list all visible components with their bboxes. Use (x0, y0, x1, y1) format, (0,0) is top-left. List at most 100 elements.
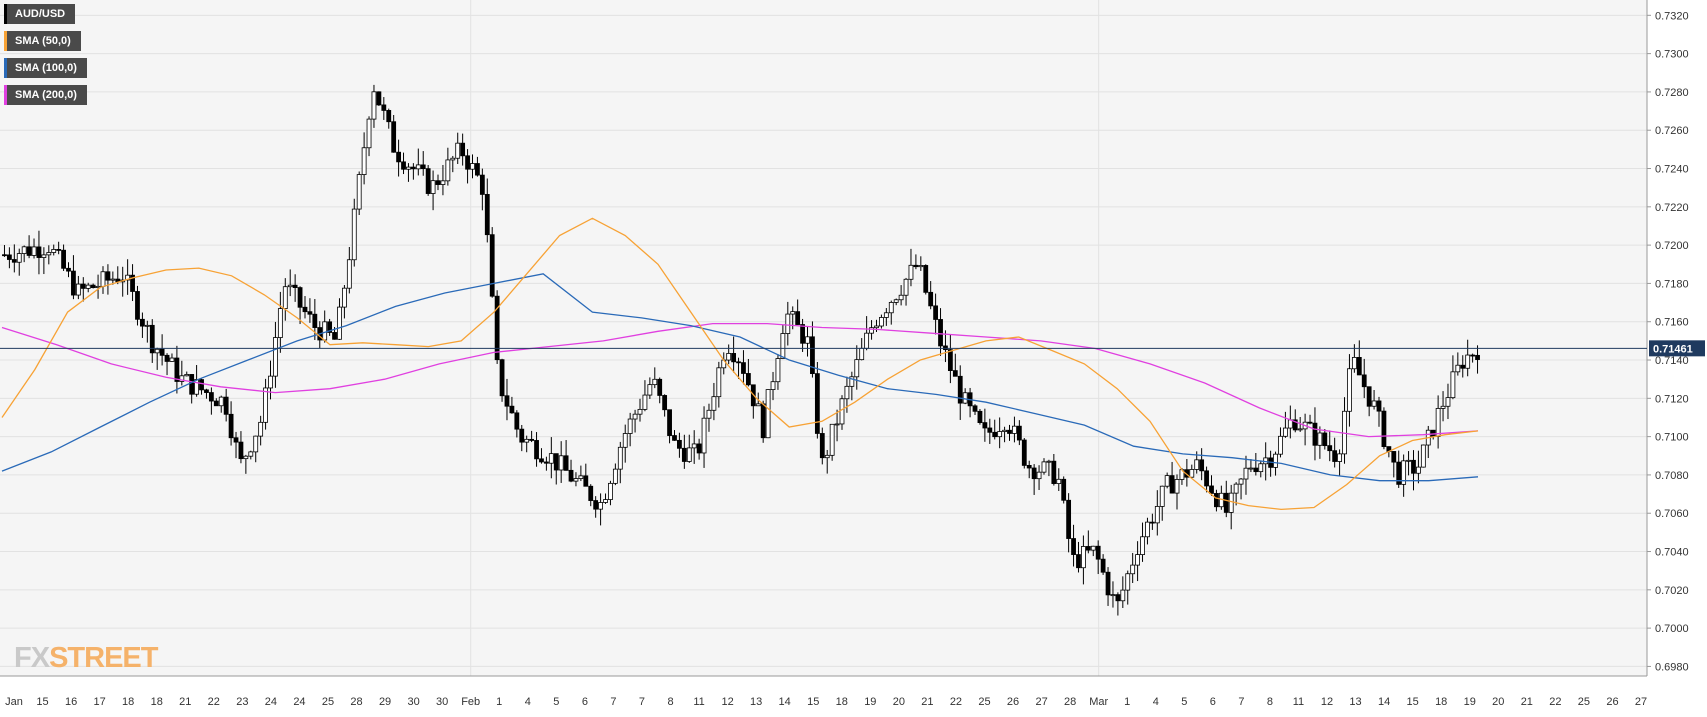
candle-body (1012, 425, 1017, 434)
candle-body (874, 325, 879, 329)
candle-body (1204, 470, 1209, 487)
x-tick-label: 16 (65, 696, 77, 708)
y-tick-label: 0.7020 (1655, 585, 1689, 597)
x-tick-label: 18 (1435, 696, 1447, 708)
candle-body (470, 163, 475, 170)
x-tick-label: 14 (1378, 696, 1390, 708)
candle-body (844, 385, 850, 400)
x-tick-label: 5 (1181, 696, 1187, 708)
candle-body (568, 469, 574, 482)
x-tick-label: 28 (1064, 696, 1076, 708)
candle-body (361, 147, 367, 175)
candle-body (1238, 478, 1244, 485)
candle-body (647, 384, 653, 396)
candle-body (258, 421, 264, 437)
candle-body (632, 413, 638, 420)
candle-body (356, 174, 362, 210)
candle-body (125, 274, 131, 281)
candle-body (514, 412, 520, 430)
legend-item-sma200[interactable]: SMA (200,0) (4, 85, 87, 105)
x-tick-label: 1 (496, 696, 502, 708)
sma100-line (1, 273, 1479, 482)
candle-body (302, 306, 308, 313)
y-tick-label: 0.6980 (1655, 661, 1689, 673)
legend-swatch-sma50 (4, 31, 7, 51)
x-tick-label: 15 (1407, 696, 1419, 708)
x-tick-label: 26 (1606, 696, 1618, 708)
y-tick-label: 0.7160 (1655, 317, 1689, 329)
candle-body (1455, 364, 1461, 373)
candle-body (913, 264, 919, 268)
candle-body (16, 253, 22, 263)
x-tick-label: 24 (265, 696, 277, 708)
candle-body (135, 291, 140, 320)
x-tick-label: 22 (1549, 696, 1561, 708)
candle-body (716, 367, 722, 398)
candle-body (588, 485, 594, 501)
legend-item-sma100[interactable]: SMA (100,0) (4, 58, 87, 78)
candle-body (617, 446, 623, 470)
candle-body (460, 142, 466, 157)
candle-body (376, 91, 382, 106)
candle-body (366, 118, 372, 149)
x-tick-label: 25 (1578, 696, 1590, 708)
candle-body (1440, 405, 1446, 409)
y-tick-label: 0.7060 (1655, 508, 1689, 520)
legend-item-audusd[interactable]: AUD/USD (4, 4, 76, 24)
candle-body (263, 387, 268, 423)
candle-body (933, 305, 939, 320)
x-tick-label: 27 (1035, 696, 1047, 708)
y-tick-label: 0.7000 (1655, 623, 1689, 635)
candle-body (982, 422, 988, 429)
candle-body (667, 409, 672, 436)
x-tick-label: 12 (1321, 696, 1333, 708)
candle-body (543, 461, 549, 464)
candle-body (1475, 354, 1480, 360)
logo-fx: FX (14, 642, 50, 674)
candle-body (174, 357, 180, 382)
candle-body (691, 443, 697, 449)
candle-body (1105, 571, 1111, 596)
candle-body (731, 353, 737, 363)
candle-body (770, 381, 776, 390)
candle-body (1026, 465, 1032, 469)
candle-body (1135, 554, 1140, 566)
candle-body (1007, 429, 1012, 434)
x-tick-label: 17 (94, 696, 106, 708)
candle-body (1465, 354, 1471, 369)
candle-body (1154, 506, 1160, 524)
candle-body (1317, 432, 1323, 446)
candle-body (534, 440, 539, 460)
sma50-line (1, 217, 1479, 511)
candle-body (154, 348, 160, 354)
candle-body (204, 389, 209, 393)
candle-body (1406, 459, 1411, 462)
candle-body (1031, 467, 1037, 480)
x-tick-label: 13 (1349, 696, 1361, 708)
candle-body (307, 311, 313, 315)
candle-body (1435, 408, 1441, 437)
candle-body (1120, 589, 1126, 602)
candle-body (672, 435, 677, 441)
candle-body (445, 159, 451, 182)
x-tick-label: 19 (864, 696, 876, 708)
x-tick-label: 18 (122, 696, 134, 708)
x-tick-label: Mar (1089, 696, 1108, 708)
candle-body (282, 286, 288, 309)
candle-body (1371, 400, 1377, 407)
candle-body (475, 163, 480, 176)
candle-body (553, 453, 559, 471)
legend-item-sma50[interactable]: SMA (50,0) (4, 31, 81, 51)
x-tick-label: 23 (236, 696, 248, 708)
candle-body (622, 433, 628, 448)
candle-body (657, 378, 663, 396)
candle-body (233, 437, 239, 443)
candle-body (1337, 453, 1342, 462)
candle-body (406, 166, 411, 170)
x-tick-label: 25 (322, 696, 334, 708)
candle-body (479, 174, 485, 195)
candle-body (790, 311, 796, 315)
candle-body (603, 499, 608, 503)
candle-body (755, 403, 761, 407)
